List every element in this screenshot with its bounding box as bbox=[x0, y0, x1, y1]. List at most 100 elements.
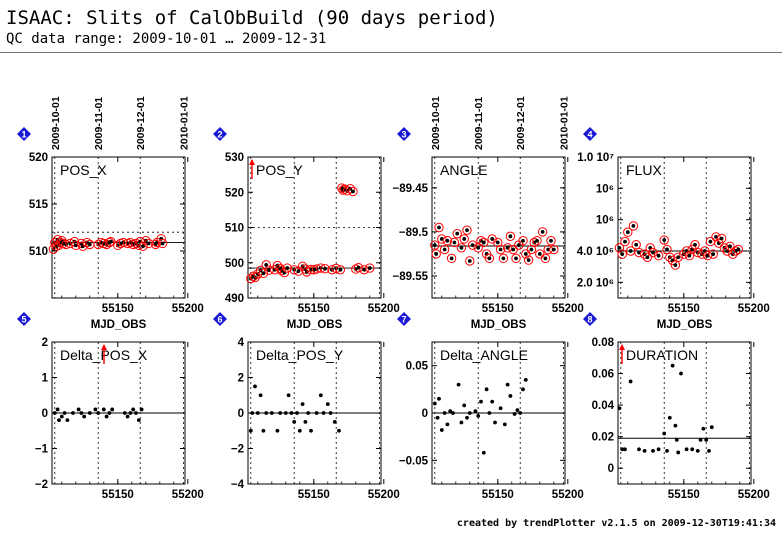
data-point bbox=[285, 266, 290, 270]
data-point bbox=[318, 393, 323, 398]
data-point bbox=[518, 411, 523, 415]
y-tick-label: −4 bbox=[231, 479, 245, 491]
data-point-ring bbox=[434, 222, 444, 233]
data-point bbox=[332, 419, 337, 424]
data-point bbox=[338, 267, 343, 272]
x-axis-label: MJD_OBS bbox=[657, 319, 713, 331]
plot-frame bbox=[617, 341, 752, 485]
data-point-ring bbox=[667, 255, 678, 266]
data-point-ring bbox=[673, 252, 683, 262]
data-point bbox=[255, 411, 260, 415]
data-point-ring bbox=[532, 236, 542, 246]
x-axis-label: MJD_OBS bbox=[287, 319, 343, 331]
data-point-ring bbox=[684, 251, 695, 261]
data-point bbox=[487, 256, 492, 261]
data-point bbox=[665, 247, 669, 252]
data-point bbox=[303, 419, 308, 424]
x-tick-label: 55150 bbox=[102, 303, 134, 315]
data-point bbox=[62, 411, 67, 415]
x-tick-label: 55200 bbox=[172, 303, 204, 315]
data-point-ring bbox=[711, 232, 721, 242]
panel-label: DURATION bbox=[626, 347, 698, 363]
data-point bbox=[719, 236, 724, 241]
data-point bbox=[651, 448, 655, 453]
data-point-ring bbox=[431, 249, 441, 259]
data-point bbox=[634, 242, 639, 247]
y-tick-label: −2 bbox=[231, 444, 244, 456]
data-point bbox=[59, 414, 64, 419]
panel-flux: 55150 55200 2.0 10⁶ 4.0 10⁶ 10⁶ 10⁶ 1.0 10⁷ FLU… bbox=[577, 127, 770, 331]
y-tick-label: 0 bbox=[42, 408, 48, 420]
data-point bbox=[628, 379, 633, 384]
data-point bbox=[304, 270, 309, 274]
y-tick-label: 0 bbox=[238, 408, 244, 420]
data-point-ring bbox=[716, 233, 727, 244]
data-point bbox=[455, 231, 460, 236]
data-point-ring bbox=[465, 256, 475, 266]
data-point bbox=[628, 249, 633, 253]
y-tick-label: 0.04 bbox=[592, 400, 615, 412]
data-point bbox=[546, 247, 551, 252]
date-tick-label: 2009-12-01 bbox=[135, 96, 147, 150]
data-point bbox=[261, 428, 266, 433]
data-point bbox=[435, 415, 440, 420]
off-scale-arrow-head bbox=[249, 159, 255, 165]
data-point bbox=[673, 423, 678, 428]
data-point-ring bbox=[345, 184, 355, 194]
data-point bbox=[122, 411, 127, 415]
date-tick-label: 2009-11-01 bbox=[93, 97, 105, 150]
x-tick-label: 55200 bbox=[172, 489, 204, 501]
data-point-ring bbox=[634, 247, 644, 258]
data-point bbox=[476, 413, 481, 418]
data-point-ring bbox=[446, 253, 457, 264]
data-point bbox=[439, 237, 444, 241]
data-point bbox=[439, 428, 444, 432]
data-point bbox=[314, 411, 319, 415]
data-point-ring bbox=[250, 272, 260, 283]
data-point bbox=[286, 393, 291, 398]
data-point-ring bbox=[320, 264, 330, 274]
data-point bbox=[476, 245, 481, 250]
data-point bbox=[498, 247, 503, 252]
data-point bbox=[432, 401, 437, 406]
data-point bbox=[521, 238, 525, 243]
data-point bbox=[665, 448, 669, 453]
data-point bbox=[704, 437, 709, 442]
panel-pos-y: 55150 55200 490 500 510 520 530 POS_Y 2 MJD_OBS bbox=[213, 127, 400, 331]
data-point-ring bbox=[730, 246, 741, 256]
data-point bbox=[674, 437, 679, 442]
data-point-ring bbox=[437, 234, 447, 244]
y-tick-label: 2 bbox=[42, 337, 48, 349]
y-tick-label: 4.0 10⁶ bbox=[577, 246, 614, 258]
data-point-ring bbox=[511, 253, 521, 264]
data-point bbox=[445, 238, 450, 243]
title-divider bbox=[0, 52, 782, 53]
data-point bbox=[462, 237, 467, 241]
y-tick-label: 0.08 bbox=[592, 337, 615, 349]
data-point-ring bbox=[71, 240, 81, 251]
data-point bbox=[690, 447, 695, 452]
data-point-ring bbox=[702, 251, 713, 261]
data-point-ring bbox=[697, 249, 707, 259]
data-point bbox=[467, 411, 472, 415]
x-tick-label: 55200 bbox=[552, 303, 584, 315]
panel-badge-number: 1 bbox=[21, 130, 26, 140]
data-point bbox=[437, 225, 441, 230]
x-tick-label: 55200 bbox=[368, 303, 400, 315]
data-point bbox=[543, 256, 548, 261]
data-point-ring bbox=[335, 265, 346, 275]
data-point bbox=[479, 399, 483, 404]
data-point bbox=[321, 411, 326, 415]
data-point bbox=[452, 240, 457, 245]
data-point bbox=[459, 420, 464, 425]
data-point bbox=[623, 239, 627, 244]
y-tick-label: 2.0 10⁶ bbox=[577, 277, 614, 289]
data-point bbox=[470, 243, 475, 248]
data-point bbox=[625, 230, 630, 235]
data-point-ring bbox=[442, 236, 453, 246]
x-tick-label: 55200 bbox=[738, 303, 770, 315]
data-point bbox=[362, 267, 367, 272]
data-point bbox=[432, 243, 437, 248]
data-point-ring bbox=[157, 238, 168, 249]
